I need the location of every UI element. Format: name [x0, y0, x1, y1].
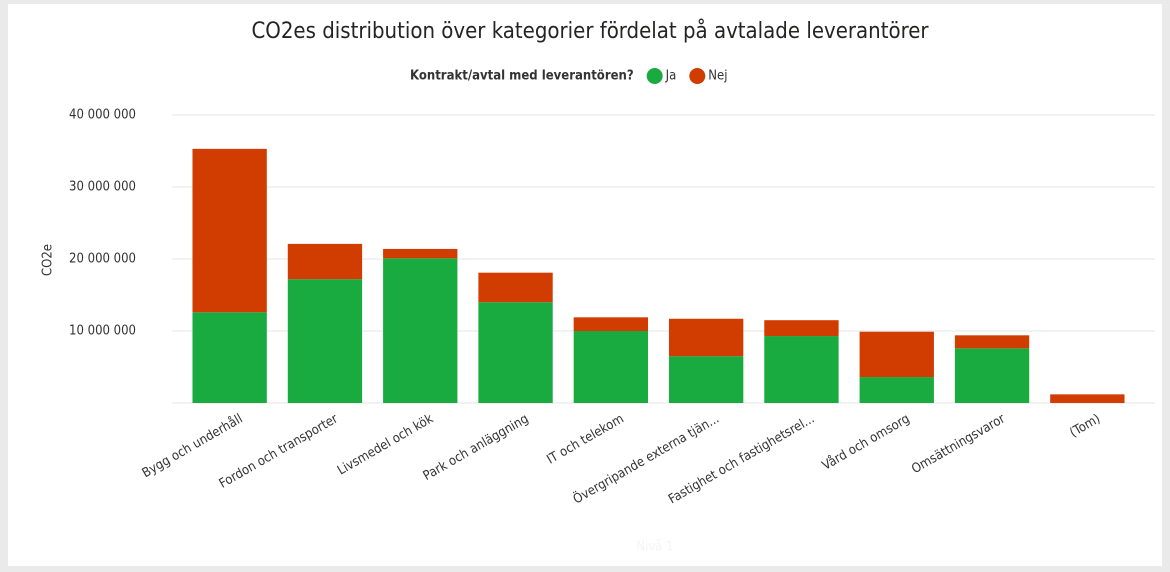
bar-segment	[1050, 394, 1125, 403]
bar-segment	[478, 272, 553, 303]
legend-swatch	[646, 68, 663, 84]
bar-segment	[478, 302, 553, 403]
y-tick-label: 10 000 000	[69, 324, 136, 339]
y-axis-label: CO2e	[41, 244, 56, 276]
bar-segment	[287, 243, 363, 280]
bar-segment	[192, 312, 267, 403]
y-tick-label: 20 000 000	[69, 252, 136, 267]
legend-title: Kontrakt/avtal med leverantören?	[410, 69, 634, 84]
x-axis-label: Nivå 1	[636, 540, 673, 555]
legend: Kontrakt/avtal med leverantören? Ja Nej	[410, 68, 728, 84]
bar-segment	[764, 320, 839, 337]
bar-segment	[668, 356, 744, 403]
legend-swatch	[689, 68, 706, 84]
legend-label: Ja	[665, 69, 677, 84]
bar-segment	[859, 331, 934, 378]
panel	[8, 4, 1162, 566]
bar-segment	[192, 148, 267, 313]
bar-segment	[764, 336, 839, 403]
bar-segment	[954, 348, 1030, 403]
chart-title: CO2es distribution över kategorier förde…	[251, 18, 929, 44]
bar-segment	[668, 318, 744, 357]
bar-segment	[573, 331, 649, 403]
bar-segment	[383, 248, 458, 259]
bar-segment	[954, 335, 1030, 349]
legend-label: Nej	[708, 69, 727, 84]
bar-segment	[573, 317, 649, 331]
y-tick-label: 30 000 000	[69, 180, 136, 195]
bar-segment	[287, 279, 363, 403]
y-tick-label: 40 000 000	[69, 108, 136, 123]
bar-segment	[859, 377, 934, 403]
bar-segment	[383, 258, 458, 403]
